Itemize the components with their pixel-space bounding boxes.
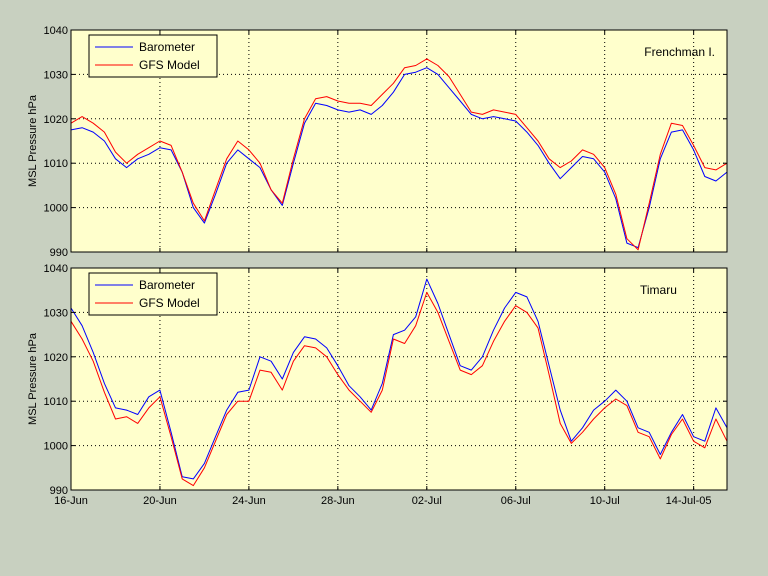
frenchman-location-label: Frenchman I. [644,45,715,59]
frenchman-grid [71,30,727,252]
timaru-series [70,278,728,487]
timaru-ytick-label-1000: 1000 [44,441,68,453]
frenchman-ytick-label-1040: 1040 [44,25,68,37]
frenchman-legend-label-barometer: Barometer [139,40,195,54]
frenchman-ytick-label-990: 990 [50,247,68,259]
timaru-ytick-label-1010: 1010 [44,396,68,408]
timaru-location-label: Timaru [640,283,677,297]
timaru-xtick-label-3: 28-Jun [321,495,355,507]
timaru-ytick-label-1040: 1040 [44,263,68,275]
timaru-y-axis-label: MSL Pressure hPa [27,332,39,425]
timaru-xtick-label-6: 10-Jul [590,495,620,507]
frenchman-legend-box [88,34,218,78]
timaru-legend-label-gfs: GFS Model [139,296,200,310]
frenchman-ytick-label-1010: 1010 [44,158,68,170]
frenchman-y-axis-label: MSL Pressure hPa [27,94,39,187]
frenchman-axes-frame [70,29,728,253]
frenchman-x-ticks [70,30,695,252]
timaru-legend-box [88,272,218,316]
frenchman-legend-label-gfs: GFS Model [139,58,200,72]
frenchman-ytick-label-1020: 1020 [44,114,68,126]
timaru-legend: Barometer GFS Model [88,272,218,316]
timaru-ytick-label-990: 990 [50,485,68,497]
timaru-ytick-label-1030: 1030 [44,307,68,319]
frenchman-y-ticks: 990 1000 1010 1020 1030 1040 [44,25,727,259]
frenchman-series-gfs-model [70,58,728,251]
frenchman-panel: 990 1000 1010 1020 1030 1040 MSL Pressure hPa… [27,25,728,259]
timaru-xtick-label-2: 24-Jun [232,495,266,507]
frenchman-ytick-label-1000: 1000 [44,203,68,215]
frenchman-legend: Barometer GFS Model [88,34,218,78]
timaru-panel: 990 1000 1010 1020 1030 1040 16-Jun 20-Jun 24-J… [27,263,728,507]
timaru-series-barometer [70,278,728,480]
timaru-xtick-label-5: 06-Jul [501,495,531,507]
timaru-axes-frame [70,267,728,491]
timaru-x-ticks: 16-Jun 20-Jun 24-Jun 28-Jun 02-Jul 06-Jul 10-J… [54,268,712,507]
timaru-ytick-label-1020: 1020 [44,352,68,364]
timaru-xtick-label-1: 20-Jun [143,495,177,507]
timaru-xtick-label-7: 14-Jul-05 [666,495,712,507]
timaru-legend-label-barometer: Barometer [139,278,195,292]
timaru-y-ticks: 990 1000 1010 1020 1030 1040 [44,263,727,497]
timaru-xtick-label-0: 16-Jun [54,495,88,507]
frenchman-series [70,58,728,251]
frenchman-ytick-label-1030: 1030 [44,69,68,81]
timaru-xtick-label-4: 02-Jul [412,495,442,507]
timaru-series-gfs-model [70,291,728,487]
